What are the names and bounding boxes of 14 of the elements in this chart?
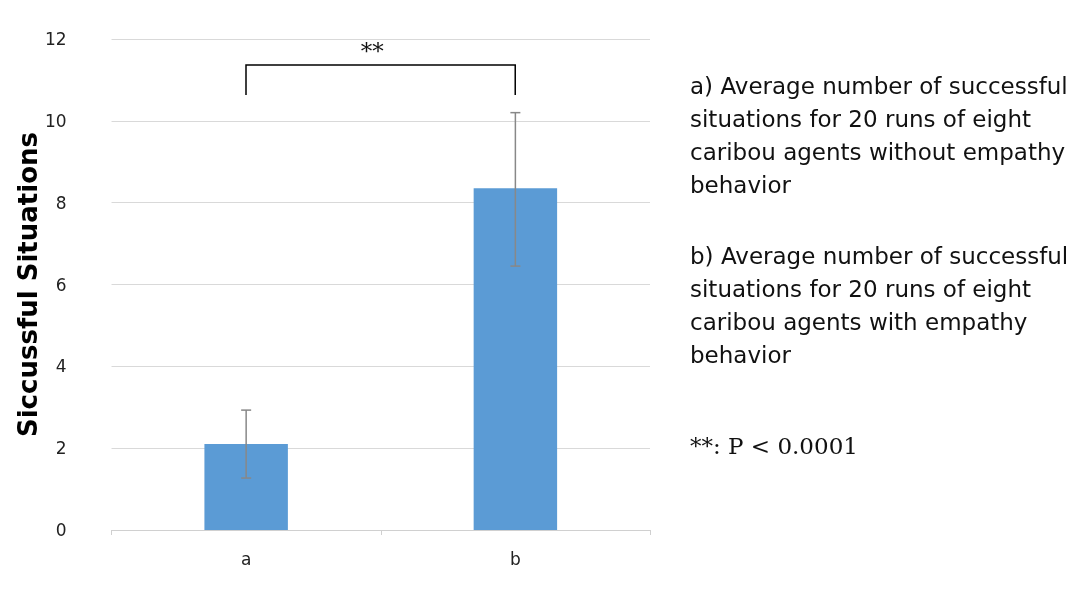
y-tick-label: 12 xyxy=(44,29,67,49)
y-axis-title: Siccussful Situations xyxy=(13,131,43,438)
y-tick-label: 2 xyxy=(55,438,67,459)
x-tick-label: a xyxy=(240,548,252,569)
y-tick-label: 8 xyxy=(55,192,67,213)
y-tick-label: 0 xyxy=(55,520,67,540)
annotation: ** xyxy=(360,37,384,66)
x-tick-label: b xyxy=(509,548,521,569)
y-tick-label: 6 xyxy=(55,274,67,295)
text: **: P < 0.0001 xyxy=(690,432,859,461)
y-tick-label: 4 xyxy=(55,356,67,377)
text: b) Average number of successful situations for 20 runs of eight caribou agents with empathy behavior xyxy=(690,242,1070,370)
text: a) Average number of successful situations for 20 runs of eight caribou agents without empathy behavior xyxy=(690,72,1069,200)
y-tick-label: 10 xyxy=(44,110,67,131)
